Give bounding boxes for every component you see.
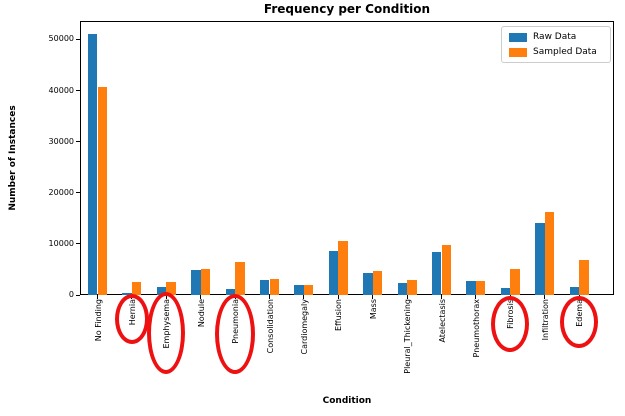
- y-tick-label: 10000: [48, 238, 74, 248]
- x-tick-label: Mass: [368, 299, 378, 320]
- x-tick-mark: [234, 295, 236, 299]
- x-tick-label: Consolidation: [265, 299, 275, 354]
- x-tick-mark: [544, 295, 546, 299]
- x-tick-mark: [372, 295, 374, 299]
- x-axis-label: Condition: [322, 396, 372, 406]
- y-tick-label: 30000: [48, 136, 74, 146]
- x-tick-mark: [509, 295, 511, 299]
- annotation-ellipse: [560, 296, 599, 348]
- x-tick-label: Infiltration: [540, 299, 550, 341]
- legend: Raw Data Sampled Data: [501, 26, 611, 63]
- x-tick-mark: [406, 295, 408, 299]
- x-tick-label: Pneumothorax: [471, 299, 481, 358]
- x-tick-mark: [200, 295, 202, 299]
- x-tick-mark: [269, 295, 270, 299]
- annotation-ellipse: [491, 296, 530, 352]
- x-tick-label: Nodule: [196, 299, 206, 328]
- x-tick-mark: [337, 295, 339, 299]
- y-tick-label: 40000: [48, 85, 74, 95]
- x-tick-mark: [131, 295, 133, 299]
- legend-item-raw: Raw Data: [509, 32, 603, 42]
- x-tick-mark: [441, 295, 442, 299]
- y-tick-label: 50000: [48, 34, 74, 44]
- x-tick-label: Pneumonia: [231, 299, 241, 344]
- x-tick-mark: [475, 295, 477, 299]
- x-tick-label: Emphysema: [162, 299, 172, 349]
- raw-data-swatch-icon: [509, 32, 527, 42]
- legend-label-sampled: Sampled Data: [533, 47, 597, 57]
- x-tick-label: Atelectasis: [437, 299, 447, 343]
- x-tick-mark: [165, 295, 167, 299]
- annotation-ellipse: [147, 292, 186, 374]
- y-tick-label: 20000: [48, 187, 74, 197]
- y-axis-label: Number of Instances: [8, 105, 18, 211]
- legend-item-sampled: Sampled Data: [509, 47, 603, 57]
- x-tick-label: Cardiomegaly: [299, 299, 309, 355]
- x-tick-mark: [97, 295, 98, 299]
- sampled-data-swatch-icon: [509, 47, 527, 57]
- y-tick-label: 0: [68, 290, 74, 299]
- x-tick-label: Effusion: [334, 299, 344, 331]
- x-tick-mark: [303, 295, 305, 299]
- x-tick-label: Hernia: [127, 299, 137, 326]
- x-tick-label: No Finding: [93, 299, 103, 342]
- annotation-ellipse: [114, 294, 149, 344]
- x-tick-label: Fibrosis: [506, 299, 516, 329]
- legend-label-raw: Raw Data: [533, 32, 577, 42]
- x-tick-mark: [578, 295, 580, 299]
- annotation-ellipse: [215, 294, 256, 374]
- x-tick-label: Edema: [575, 299, 585, 327]
- x-tick-label: Pleural_Thickening: [403, 299, 413, 374]
- chart-title: Frequency per Condition: [263, 2, 431, 16]
